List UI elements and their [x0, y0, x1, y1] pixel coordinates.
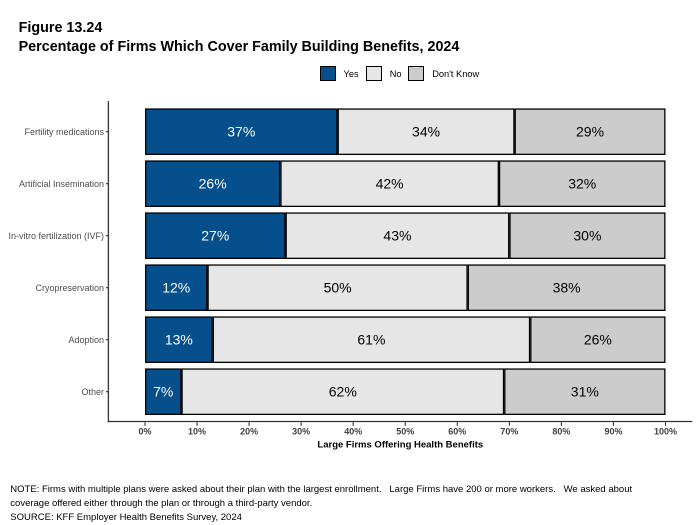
svg-text:32%: 32% [568, 176, 596, 192]
svg-text:Adoption: Adoption [68, 335, 104, 345]
svg-text:Cryopreservation: Cryopreservation [35, 283, 104, 293]
svg-text:34%: 34% [412, 124, 440, 140]
svg-text:13%: 13% [165, 332, 193, 348]
svg-text:Other: Other [81, 387, 104, 397]
svg-text:61%: 61% [357, 332, 385, 348]
svg-text:30%: 30% [292, 426, 310, 436]
svg-text:38%: 38% [553, 280, 581, 296]
svg-text:26%: 26% [199, 176, 227, 192]
svg-text:Artificial Insemination: Artificial Insemination [19, 179, 104, 189]
svg-text:70%: 70% [500, 426, 518, 436]
svg-text:90%: 90% [604, 426, 622, 436]
svg-text:80%: 80% [552, 426, 570, 436]
svg-text:20%: 20% [240, 426, 258, 436]
svg-text:50%: 50% [396, 426, 414, 436]
svg-text:In-vitro fertilization (IVF): In-vitro fertilization (IVF) [8, 231, 104, 241]
svg-text:40%: 40% [344, 426, 362, 436]
svg-text:30%: 30% [573, 228, 601, 244]
svg-text:37%: 37% [227, 124, 255, 140]
svg-text:62%: 62% [329, 384, 357, 400]
svg-text:42%: 42% [376, 176, 404, 192]
svg-text:12%: 12% [162, 280, 190, 296]
svg-text:27%: 27% [201, 228, 229, 244]
svg-text:10%: 10% [188, 426, 206, 436]
svg-text:43%: 43% [383, 228, 411, 244]
svg-text:29%: 29% [576, 124, 604, 140]
svg-text:60%: 60% [448, 426, 466, 436]
svg-text:26%: 26% [584, 332, 612, 348]
svg-text:Large Firms Offering Health Be: Large Firms Offering Health Benefits [317, 440, 483, 451]
svg-text:100%: 100% [654, 426, 677, 436]
svg-text:31%: 31% [571, 384, 599, 400]
svg-text:Fertility medications: Fertility medications [24, 127, 104, 137]
svg-text:7%: 7% [153, 384, 173, 400]
svg-text:50%: 50% [324, 280, 352, 296]
svg-text:0%: 0% [138, 426, 151, 436]
